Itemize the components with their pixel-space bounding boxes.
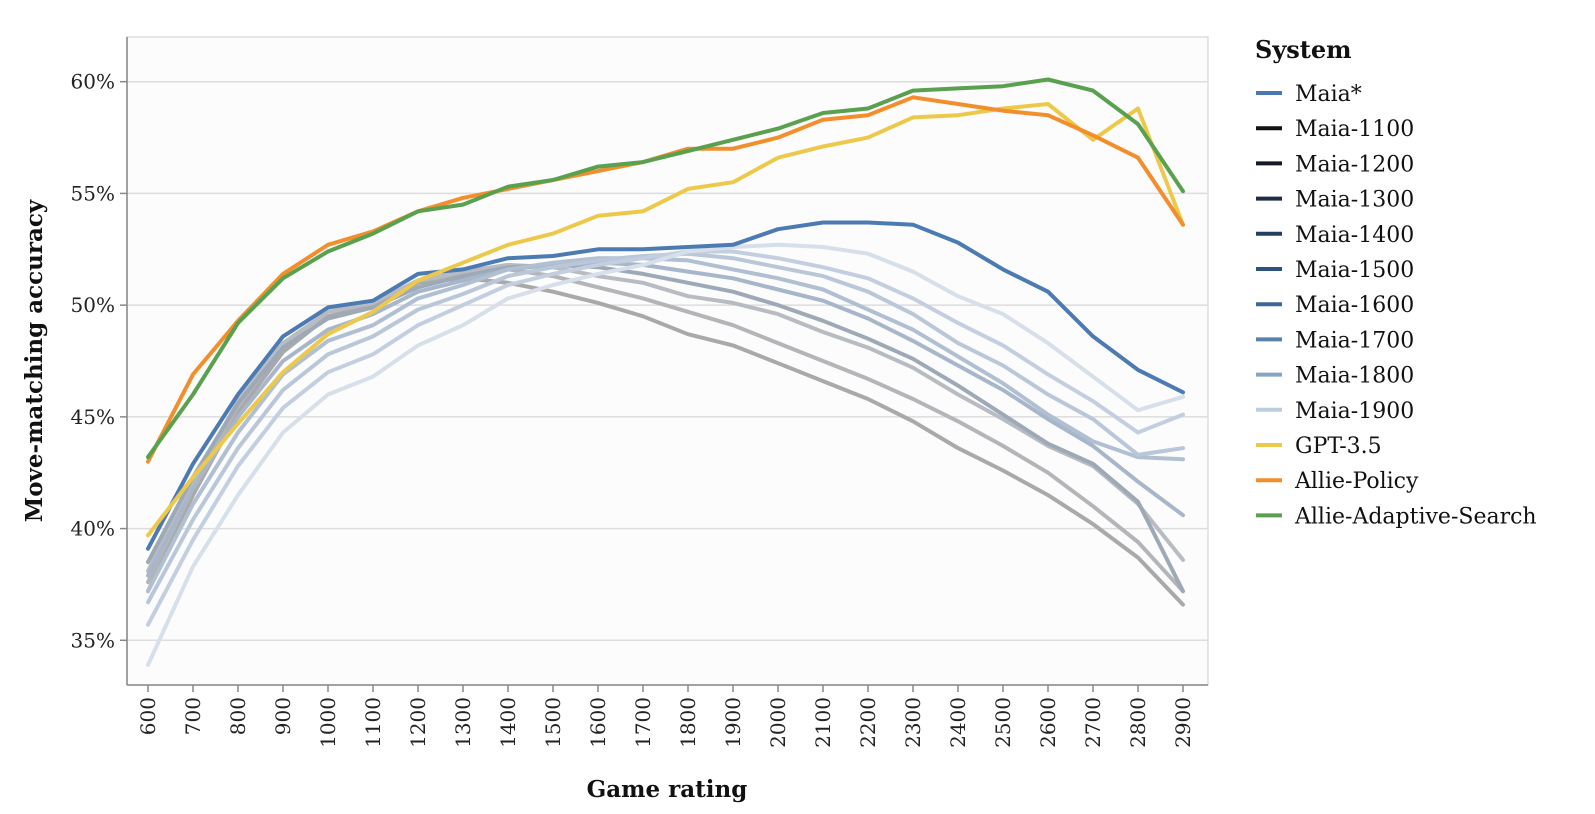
- legend-item: Maia-1100: [1256, 117, 1414, 142]
- x-tick-label: 2700: [1081, 697, 1105, 748]
- x-tick-label: 1700: [631, 697, 655, 748]
- x-tick-label: 1900: [721, 697, 745, 748]
- series-lines: [146, 77, 1185, 667]
- gridlines: [127, 80, 1208, 642]
- x-tick-label: 2900: [1171, 697, 1195, 748]
- x-tick-label: 900: [271, 697, 295, 735]
- legend-item: Maia*: [1256, 82, 1362, 107]
- y-axis-title: Move-matching accuracy: [21, 199, 48, 522]
- x-tick-label: 2200: [856, 697, 880, 748]
- axes: [126, 36, 1209, 686]
- legend-label: GPT-3.5: [1295, 434, 1382, 459]
- legend-item: Maia-1400: [1256, 223, 1414, 248]
- legend: System Maia* Maia-1100 Maia-1200 Maia-1300 M…: [1255, 35, 1537, 529]
- legend-label: Maia-1300: [1295, 188, 1414, 213]
- x-tick-label: 800: [226, 697, 250, 735]
- series-line-gpt-3-5: [146, 102, 1185, 538]
- legend-item: Maia-1800: [1256, 364, 1414, 389]
- x-tick-label: 1100: [361, 697, 385, 748]
- legend-label: Allie-Policy: [1294, 469, 1419, 494]
- legend-label: Maia-1100: [1295, 117, 1414, 142]
- series-line-maia-1900: [146, 242, 1185, 667]
- legend-label: Maia-1500: [1295, 258, 1414, 283]
- y-tick-label: 35%: [71, 628, 115, 652]
- legend-item: Maia-1900: [1256, 399, 1414, 424]
- x-tick-label: 2800: [1126, 697, 1150, 748]
- legend-item: Maia-1200: [1256, 152, 1414, 177]
- y-tick-label: 40%: [71, 517, 115, 541]
- legend-label: Maia-1900: [1295, 399, 1414, 424]
- x-tick-label: 1500: [541, 697, 565, 748]
- x-tick-label: 1000: [316, 697, 340, 748]
- legend-label: Maia-1400: [1295, 223, 1414, 248]
- legend-item: Allie-Adaptive-Search: [1256, 504, 1537, 529]
- legend-label: Allie-Adaptive-Search: [1294, 504, 1537, 529]
- series-line-maia-1400: [146, 262, 1185, 594]
- legend-item: Maia-1600: [1256, 293, 1414, 318]
- x-tick-label: 2500: [991, 697, 1015, 748]
- x-tick-label: 1200: [406, 697, 430, 748]
- y-tick-label: 60%: [71, 70, 115, 94]
- x-tick-label: 2000: [766, 697, 790, 748]
- legend-item: Maia-1500: [1256, 258, 1414, 283]
- x-tick-label: 2300: [901, 697, 925, 748]
- legend-item: Maia-1300: [1256, 188, 1414, 213]
- x-tick-label: 700: [181, 697, 205, 735]
- series-line-allie-adaptive-search: [146, 77, 1185, 460]
- y-tick-label: 50%: [71, 293, 115, 317]
- series-line-maia-1500: [146, 260, 1185, 578]
- legend-label: Maia-1600: [1295, 293, 1414, 318]
- y-tick-label: 45%: [71, 405, 115, 429]
- legend-label: Maia-1700: [1295, 328, 1414, 353]
- series-line-maia-1300: [146, 262, 1185, 573]
- series-line-maia-1800: [146, 249, 1185, 627]
- x-tick-label: 1600: [586, 697, 610, 748]
- legend-title: System: [1255, 35, 1352, 64]
- plot-background: [127, 37, 1208, 685]
- x-tick-label: 1400: [496, 697, 520, 748]
- x-tick-label: 600: [136, 697, 160, 735]
- legend-item: GPT-3.5: [1256, 434, 1382, 459]
- y-axis-ticks: 35% 40% 45% 50% 55% 60%: [71, 70, 127, 652]
- legend-item: Allie-Policy: [1256, 469, 1419, 494]
- legend-item: Maia-1700: [1256, 328, 1414, 353]
- x-tick-label: 2400: [946, 697, 970, 748]
- x-axis-ticks: 600 700 800 900 1000 1100 1200 1300 1400 1500 1600…: [136, 685, 1195, 748]
- legend-label: Maia-1800: [1295, 364, 1414, 389]
- x-tick-label: 2600: [1036, 697, 1060, 748]
- x-tick-label: 1300: [451, 697, 475, 748]
- legend-label: Maia-1200: [1295, 152, 1414, 177]
- legend-label: Maia*: [1295, 82, 1362, 107]
- y-tick-label: 55%: [71, 181, 115, 205]
- series-line-maia: [146, 220, 1185, 551]
- x-tick-label: 2100: [811, 697, 835, 748]
- x-axis-title: Game rating: [587, 776, 748, 803]
- x-tick-label: 1800: [676, 697, 700, 748]
